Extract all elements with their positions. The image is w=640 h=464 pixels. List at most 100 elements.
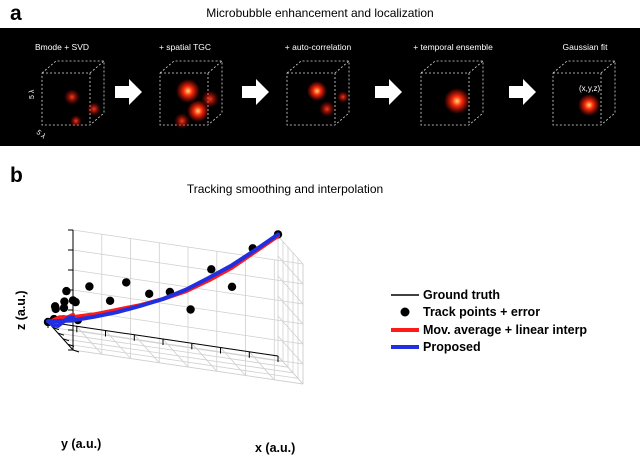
cube-edge-diagonal: [89, 60, 105, 74]
track-point: [85, 282, 94, 291]
series-line-proposed: [46, 232, 280, 328]
legend-item-ground-truth: Ground truth: [390, 286, 587, 304]
stage-label-gaussian-fit: Gaussian fit: [562, 42, 608, 52]
panel-a-letter: a: [10, 2, 22, 25]
microbubble-blob: [444, 88, 470, 114]
grid-line: [67, 344, 299, 379]
legend-item-moving-average: Mov. average + linear interp: [390, 321, 587, 339]
series-line-ground-truth: [47, 233, 279, 328]
microbubble-blob: [70, 115, 82, 127]
tracking-3d-plot-svg: [43, 229, 304, 385]
cube-axis-label: 5 λ: [35, 129, 47, 141]
grid-line: [162, 338, 189, 368]
legend: Ground truth Track points + error Mov. a…: [390, 286, 587, 356]
grid-line: [105, 330, 131, 359]
cube-5: (x,y,z): [552, 60, 616, 126]
legend-swatch-moving-average: [391, 327, 419, 332]
grid-line: [134, 334, 160, 364]
pipeline-arrow: [375, 79, 402, 105]
cube-edges-outer: [420, 60, 484, 126]
track-point: [186, 305, 195, 314]
microbubble-blob: [307, 81, 327, 101]
grid-line: [277, 275, 304, 305]
cube-1: 5 λ 5 λ: [29, 60, 105, 141]
y-tick: [52, 327, 60, 331]
track-point: [60, 297, 69, 306]
x-axis-label: x (a.u.): [255, 441, 296, 455]
microbubble-blob: [578, 94, 600, 116]
grid-line: [277, 335, 304, 365]
cube-edge-diagonal: [600, 60, 616, 74]
stage-label-temporal-ensemble: + temporal ensemble: [413, 42, 493, 52]
microbubble-blob: [337, 91, 349, 103]
y-tick: [72, 349, 80, 353]
track-point: [50, 302, 60, 311]
legend-swatch-track-points: [400, 307, 410, 317]
legend-swatch-ground-truth: [391, 294, 419, 296]
legend-label-ground-truth: Ground truth: [423, 287, 501, 302]
track-point: [71, 297, 80, 307]
legend-item-proposed: Proposed: [390, 339, 587, 357]
cube-edge-diagonal: [207, 60, 223, 74]
grid-line: [72, 309, 304, 345]
xyz-annotation: (x,y,z): [579, 84, 601, 93]
y-tick: [62, 338, 70, 342]
grid-line: [277, 355, 304, 385]
y-tick: [67, 343, 75, 347]
cube-edges-outer: [552, 60, 616, 126]
grid-line: [52, 327, 284, 362]
legend-item-track-points: Track points + error: [390, 304, 587, 322]
microbubble-blob: [174, 113, 190, 129]
grid-line: [76, 326, 103, 355]
z-axis-label: z (a.u.): [14, 290, 28, 330]
track-point: [105, 296, 115, 305]
tracking-3d-plot: [0, 200, 360, 459]
microbubble-blob: [187, 100, 209, 122]
microbubble-blob: [319, 101, 335, 117]
track-point: [227, 282, 237, 291]
cube-edges-outer: [41, 60, 105, 126]
track-point: [59, 303, 69, 313]
stage-label-spatial-tgc: + spatial TGC: [158, 42, 212, 52]
track-point: [62, 286, 71, 296]
legend-label-track-points: Track points + error: [423, 305, 541, 320]
grid-line: [57, 332, 289, 368]
grid-line: [72, 249, 304, 285]
pipeline-arrow: [115, 79, 142, 105]
cube-edge-diagonal: [468, 60, 484, 74]
pipeline-arrow: [242, 79, 269, 105]
microbubble-blob: [176, 79, 200, 103]
cube-edges-outer: [159, 60, 223, 126]
localization-pipeline-figure: 5 λ 5 λ (x,y,z): [29, 60, 616, 141]
grid-line: [277, 315, 304, 345]
grid-line: [277, 255, 304, 285]
stage-label-auto-correlation: + auto-correlation: [284, 42, 352, 52]
legend-label-moving-average: Mov. average + linear interp: [423, 322, 588, 337]
microbubble-blob: [64, 89, 80, 105]
grid-line: [220, 347, 246, 376]
cube-edges-outer: [286, 60, 350, 126]
cube-3: [286, 60, 350, 126]
microbubble-blob: [201, 90, 219, 108]
track-point: [207, 265, 216, 274]
track-point: [122, 278, 131, 287]
cube-edge-diagonal: [334, 60, 350, 74]
grid-line: [249, 351, 275, 381]
microbubble-blob: [87, 102, 101, 116]
panel-b-letter: b: [10, 164, 23, 187]
cube-4: [420, 60, 484, 126]
grid-line: [62, 338, 294, 374]
legend-label-proposed: Proposed: [423, 340, 481, 355]
cube-axis-label: 5 λ: [29, 89, 36, 99]
pipeline-arrow: [509, 79, 536, 105]
track-point: [145, 289, 154, 298]
grid-line: [72, 329, 304, 365]
grid-line: [277, 235, 304, 265]
grid-line: [72, 349, 304, 385]
grid-line: [277, 295, 304, 325]
cube-2: [159, 60, 223, 129]
grid-line: [72, 229, 304, 265]
y-tick: [57, 332, 65, 336]
panel-b-title: Tracking smoothing and interpolation: [186, 182, 384, 196]
